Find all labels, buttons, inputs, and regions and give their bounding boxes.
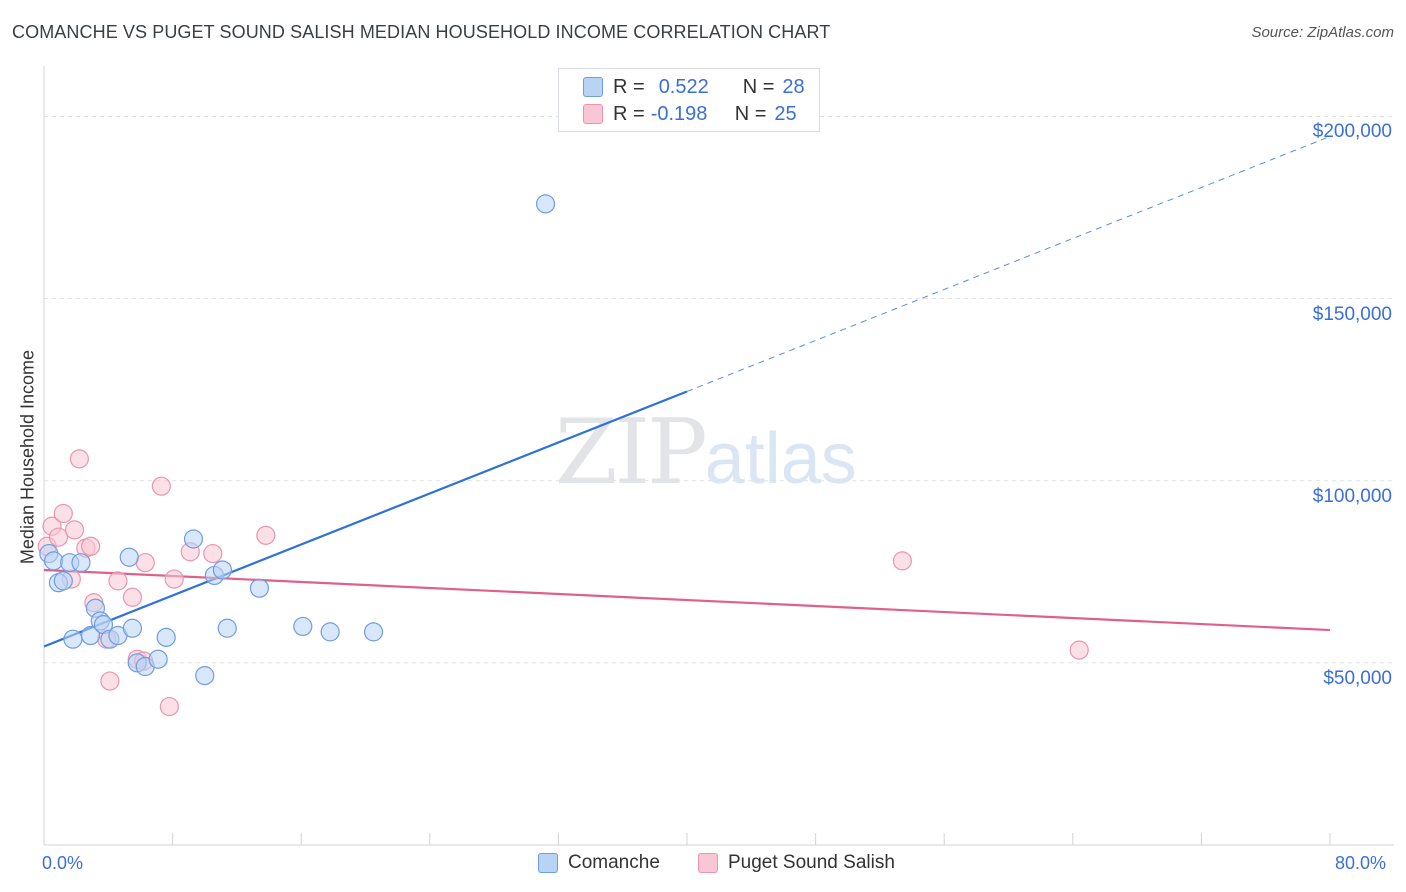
comanche-point <box>195 666 215 686</box>
comanche-point <box>53 571 73 591</box>
r-label: R = <box>613 75 645 98</box>
legend-label: Puget Sound Salish <box>728 852 895 873</box>
salish-point <box>256 525 276 545</box>
comanche-point <box>535 194 556 214</box>
x-tick-label-min: 0.0% <box>42 853 84 873</box>
salish-point <box>100 671 120 691</box>
watermark-logo: ZIPatlas <box>555 400 857 505</box>
salish-point <box>69 449 89 469</box>
salish-point <box>135 553 155 573</box>
salish-point <box>108 571 128 591</box>
watermark-zip: ZIP <box>555 400 708 505</box>
comanche-point <box>183 529 204 549</box>
n-label: N = <box>742 75 775 98</box>
comanche-point <box>363 622 384 642</box>
r-value: -0.198 <box>650 102 708 125</box>
y-tick-label: $150,000 <box>1312 303 1392 325</box>
series-legend: Comanche Puget Sound Salish <box>0 852 1406 878</box>
salish-trend-line <box>43 568 1331 632</box>
comanche-point <box>71 553 91 573</box>
salish-swatch <box>583 104 603 124</box>
watermark-atlas: atlas <box>704 419 857 499</box>
legend-label: Comanche <box>568 852 660 873</box>
comanche-point <box>249 578 270 598</box>
gridlines <box>44 115 1394 664</box>
comanche-point <box>156 627 176 647</box>
comanche-point <box>320 622 340 642</box>
salish-point <box>203 543 223 564</box>
comanche-swatch <box>583 77 603 97</box>
comanche-point <box>293 616 313 637</box>
comanche-swatch <box>538 853 558 873</box>
salish-point <box>81 536 101 556</box>
comanche-trend-line <box>43 390 688 648</box>
r-label: R = <box>613 102 645 125</box>
trend-lines <box>43 135 1331 648</box>
comanche-point <box>217 618 237 638</box>
comanche-point <box>63 629 83 649</box>
axes <box>43 66 1394 846</box>
y-axis-title: Median Household Income <box>17 349 38 565</box>
salish-point <box>1069 640 1089 660</box>
salish-swatch <box>698 853 718 873</box>
legend-row-comanche: R = 0.522 N = 28 <box>583 74 805 100</box>
x-tick-label-max: 80.0% <box>1335 853 1387 873</box>
salish-point <box>159 696 179 717</box>
comanche-point <box>212 560 233 580</box>
data-points <box>37 194 1089 717</box>
comanche-point <box>148 649 168 669</box>
comanche-trend-extension <box>686 135 1331 392</box>
legend-item-salish: Puget Sound Salish <box>698 852 895 874</box>
salish-point <box>164 569 184 589</box>
legend-row-salish: R = -0.198 N = 25 <box>583 101 797 127</box>
chart-title: COMANCHE VS PUGET SOUND SALISH MEDIAN HO… <box>12 22 831 42</box>
salish-point <box>64 520 85 540</box>
correlation-legend: R = 0.522 N = 28 R = -0.198 N = 25 <box>558 68 820 132</box>
salish-point <box>122 587 143 607</box>
n-value: 28 <box>782 75 805 98</box>
y-tick-label: $50,000 <box>1323 667 1392 689</box>
n-label: N = <box>734 102 767 125</box>
source-label: Source: ZipAtlas.com <box>1251 24 1394 41</box>
comanche-point <box>119 547 139 567</box>
salish-point <box>48 527 69 547</box>
comanche-point <box>81 625 101 646</box>
legend-item-comanche: Comanche <box>538 852 660 874</box>
r-value: 0.522 <box>658 75 709 98</box>
y-tick-label: $200,000 <box>1312 121 1392 143</box>
comanche-point <box>44 551 64 571</box>
salish-point <box>892 551 913 571</box>
salish-point <box>151 476 171 496</box>
comanche-point <box>122 618 143 638</box>
n-value: 25 <box>774 102 797 125</box>
y-tick-label: $100,000 <box>1312 485 1392 507</box>
salish-point <box>53 503 73 524</box>
